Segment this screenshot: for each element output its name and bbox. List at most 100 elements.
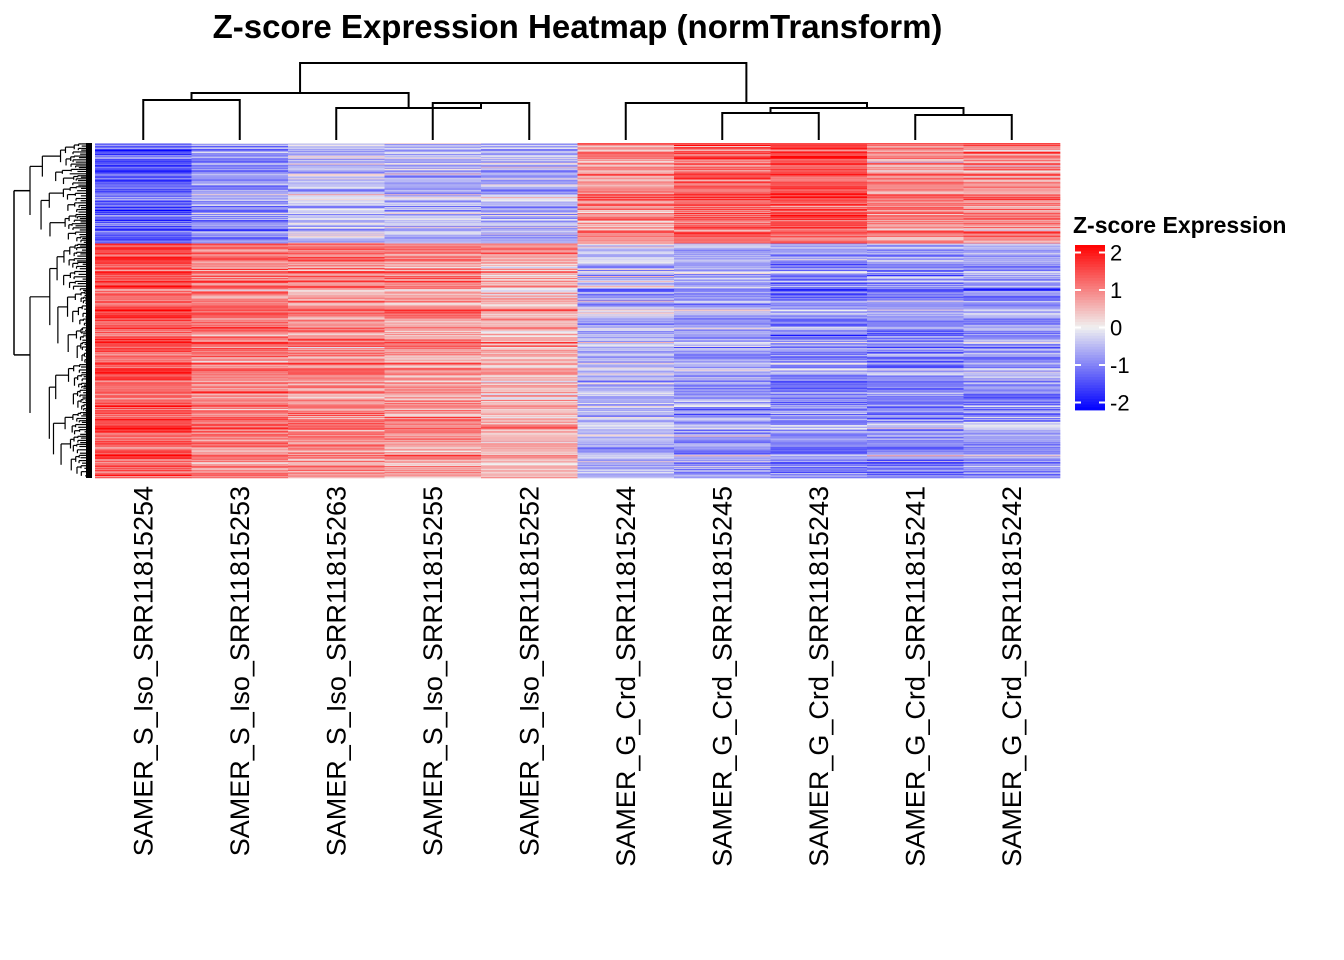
heatmap-cell [288, 278, 385, 281]
heatmap-cell [288, 317, 385, 319]
heatmap-cell [384, 265, 482, 267]
heatmap-cell [95, 208, 192, 210]
heatmap-cell [674, 205, 771, 207]
heatmap-cell [770, 199, 868, 201]
heatmap-cell [674, 239, 771, 241]
heatmap-cell [384, 335, 482, 337]
heatmap-cell [963, 455, 1061, 457]
heatmap-cell [867, 334, 964, 336]
heatmap-cell [770, 303, 868, 305]
heatmap-cell [577, 470, 675, 472]
heatmap-cell [288, 269, 385, 271]
heatmap-cell [481, 450, 578, 452]
heatmap-cell [674, 386, 771, 388]
heatmap-cell [95, 389, 192, 391]
heatmap-cell [674, 380, 771, 382]
heatmap-cell [577, 262, 675, 264]
heatmap-cell [288, 343, 385, 345]
heatmap-cell [770, 476, 868, 478]
heatmap-cell [577, 419, 675, 422]
heatmap-cell [481, 441, 578, 443]
heatmap-cell [674, 415, 771, 418]
heatmap-cell [481, 459, 578, 461]
heatmap-cell [963, 323, 1061, 325]
heatmap-cell [674, 443, 771, 445]
heatmap-cell [867, 202, 964, 204]
heatmap-cell [191, 419, 289, 422]
legend-swatch [1075, 377, 1105, 381]
heatmap-cell [384, 279, 482, 282]
heatmap-cell [867, 144, 964, 147]
legend-tick-label: -2 [1110, 391, 1130, 416]
heatmap-cell [577, 198, 675, 200]
heatmap-cell [95, 313, 192, 315]
heatmap-cell [674, 359, 771, 362]
legend-title: Z-score Expression [1073, 212, 1286, 238]
heatmap-cell [384, 143, 482, 146]
heatmap-cell [95, 327, 192, 329]
heatmap-cell [963, 458, 1061, 460]
heatmap-cell [963, 290, 1061, 293]
heatmap-cell [481, 212, 578, 215]
heatmap-cell [963, 461, 1061, 463]
legend-swatch [1075, 335, 1105, 339]
heatmap-cell [288, 206, 385, 208]
heatmap-cell [867, 201, 964, 203]
heatmap-cell [770, 429, 868, 432]
heatmap-cell [963, 257, 1061, 259]
heatmap-cell [867, 159, 964, 162]
heatmap-cell [384, 295, 482, 298]
legend-swatch [1075, 291, 1105, 295]
heatmap-cell [481, 435, 578, 437]
heatmap-cell [191, 395, 289, 397]
heatmap-cell [384, 193, 482, 195]
heatmap-cell [577, 241, 675, 243]
heatmap-cell [963, 210, 1061, 212]
heatmap-cell [384, 160, 482, 163]
heatmap-cell [288, 201, 385, 203]
heatmap-cell [674, 356, 771, 359]
heatmap-cell [95, 331, 192, 333]
heatmap-cell [288, 470, 385, 472]
heatmap-cell [288, 423, 385, 426]
heatmap-cell [963, 149, 1061, 152]
heatmap-cell [481, 445, 578, 447]
legend-swatch [1075, 396, 1105, 400]
heatmap-cell [770, 302, 868, 304]
heatmap-cell [191, 402, 289, 404]
heatmap-cell [288, 238, 385, 240]
heatmap-cell [963, 280, 1061, 283]
heatmap-cell [481, 241, 578, 243]
heatmap-cell [95, 250, 192, 252]
heatmap-cell [963, 170, 1061, 172]
heatmap-cell [481, 193, 578, 195]
heatmap-cell [288, 363, 385, 365]
heatmap-cell [191, 187, 289, 189]
heatmap-cell [867, 322, 964, 324]
heatmap-cell [191, 154, 289, 157]
heatmap-cell [674, 368, 771, 370]
heatmap-cell [95, 469, 192, 471]
heatmap-cell [963, 392, 1061, 394]
heatmap-cell [963, 308, 1061, 310]
heatmap-cell [674, 302, 771, 304]
heatmap-cell [963, 437, 1061, 439]
heatmap-cell [288, 296, 385, 298]
heatmap-cell [770, 467, 868, 469]
heatmap-cell [95, 376, 192, 378]
heatmap-cell [963, 473, 1061, 475]
heatmap-cell [481, 351, 578, 354]
heatmap-cell [770, 170, 868, 172]
heatmap-cell [288, 399, 385, 401]
heatmap-cell [288, 226, 385, 229]
heatmap-cell [770, 149, 868, 152]
heatmap-cell [674, 470, 771, 472]
heatmap-cell [481, 152, 578, 155]
heatmap-cell [384, 315, 482, 317]
heatmap-cell [770, 453, 868, 455]
heatmap-cell [481, 149, 578, 152]
heatmap-cell [481, 469, 578, 471]
heatmap-cell [674, 421, 771, 424]
heatmap-cell [384, 431, 482, 433]
heatmap-cell [481, 143, 578, 146]
